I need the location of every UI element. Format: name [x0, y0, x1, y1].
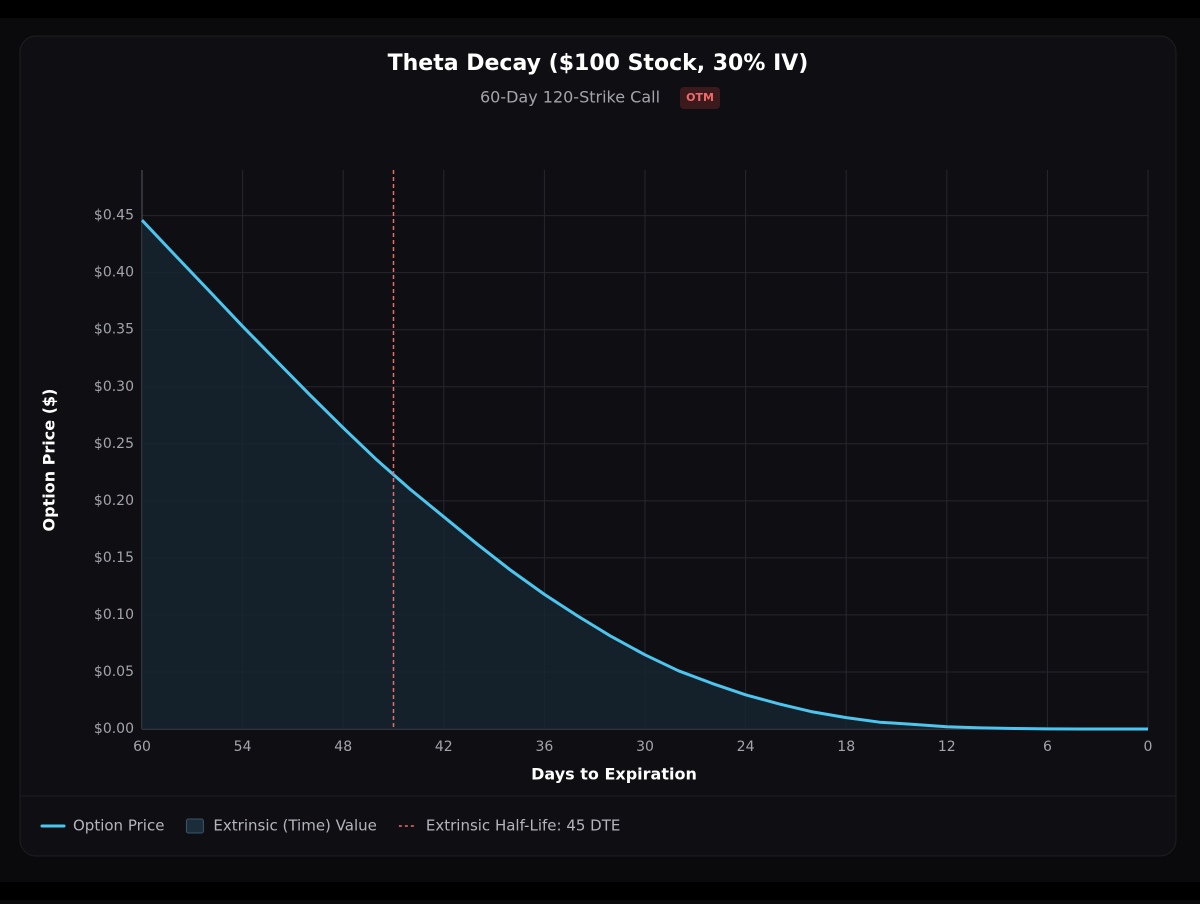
chart-title: Theta Decay ($100 Stock, 30% IV): [388, 51, 809, 76]
x-tick-label: 42: [435, 739, 453, 755]
x-tick-label: 48: [334, 739, 352, 755]
legend-swatch: [185, 818, 204, 834]
x-tick-label: 6: [1043, 739, 1052, 755]
y-tick-label: $0.45: [94, 208, 134, 224]
x-tick-label: 60: [133, 739, 151, 755]
x-tick-label: 30: [636, 739, 654, 755]
x-tick-label: 24: [737, 739, 755, 755]
x-tick-label: 18: [837, 739, 855, 755]
line: [140, 219, 1148, 731]
legend-label: Extrinsic Half-Life: 45 DTE: [426, 817, 621, 835]
x-tick-label: 54: [234, 739, 252, 755]
y-tick-label: $0.25: [94, 436, 134, 452]
chart-subtitle: 60-Day 120-Strike Call: [480, 88, 660, 107]
y-tick-label: $0.00: [94, 721, 134, 737]
y-tick-label: $0.05: [94, 664, 134, 680]
x-tick-label: 36: [535, 739, 553, 755]
x-tick-label: 12: [938, 739, 956, 755]
y-tick-label: $0.20: [94, 493, 134, 509]
top-bar: [0, 0, 1200, 18]
legend-label: Extrinsic (Time) Value: [213, 817, 376, 835]
y-tick-label: $0.40: [94, 265, 134, 281]
bottom-bar: [0, 882, 1200, 900]
x-tick-label: 0: [1144, 739, 1153, 755]
y-axis-label: Option Price ($): [40, 389, 59, 532]
y-tick-label: $0.35: [94, 322, 134, 338]
y-tick-label: $0.15: [94, 550, 134, 566]
y-tick-label: $0.30: [94, 379, 134, 395]
y-tick-label: $0.10: [94, 607, 134, 623]
area: [142, 220, 1148, 729]
badge-bg: [680, 87, 720, 109]
legend-label: Option Price: [73, 817, 164, 835]
badge: OTM: [686, 91, 714, 104]
x-axis-label: Days to Expiration: [531, 765, 697, 784]
